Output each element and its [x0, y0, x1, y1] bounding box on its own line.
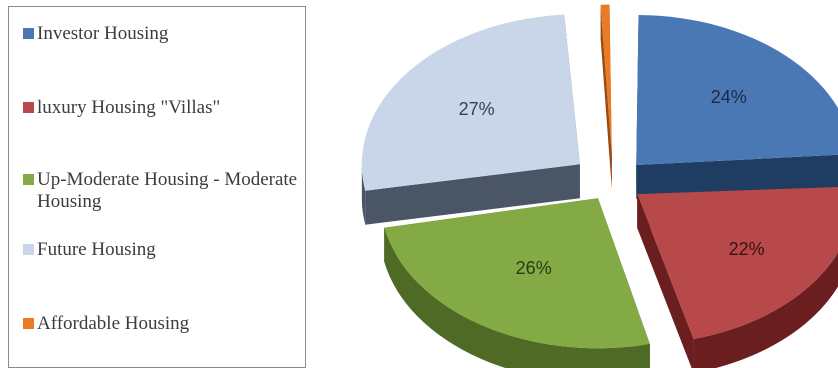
- legend-swatch: [23, 244, 34, 255]
- legend-label: luxury Housing "Villas": [37, 97, 221, 118]
- pie-slice-cut: [600, 4, 612, 189]
- legend-item-up-moderate-housing: Up-Moderate Housing - Moderate Housing: [23, 169, 307, 213]
- pie-slice-cut: [636, 154, 838, 199]
- legend-label: Affordable Housing: [37, 313, 190, 334]
- pie-data-label: 26%: [516, 258, 552, 278]
- legend-item-future-housing: Future Housing: [23, 239, 307, 261]
- pie-slice: [636, 14, 838, 165]
- pie-slice-cut: [637, 194, 694, 368]
- pie-slice: [637, 186, 838, 340]
- pie-data-label: 22%: [729, 239, 765, 259]
- legend-swatch: [23, 174, 34, 185]
- pie-slice-rim: [361, 164, 366, 225]
- pie-data-label: 27%: [459, 99, 495, 119]
- pie-slice-rim: [693, 252, 838, 368]
- pie-slice-cut: [365, 164, 580, 225]
- legend-item-affordable-housing: Affordable Housing: [23, 313, 307, 335]
- pie-slice: [384, 198, 650, 349]
- pie-slice: [600, 4, 612, 155]
- chart-legend: Investor Housing luxury Housing "Villas"…: [8, 6, 306, 368]
- legend-label: Investor Housing: [37, 23, 169, 44]
- legend-swatch: [23, 28, 34, 39]
- legend-swatch: [23, 318, 34, 329]
- legend-label: Future Housing: [37, 239, 156, 260]
- pie-slice-rim: [384, 227, 650, 368]
- legend-label: Up-Moderate Housing - Moderate Housing: [37, 169, 298, 212]
- legend-item-investor-housing: Investor Housing: [23, 23, 307, 45]
- legend-item-luxury-housing: luxury Housing "Villas": [23, 97, 307, 119]
- pie-data-label: 24%: [711, 87, 747, 107]
- pie-slice: [361, 14, 580, 191]
- legend-swatch: [23, 102, 34, 113]
